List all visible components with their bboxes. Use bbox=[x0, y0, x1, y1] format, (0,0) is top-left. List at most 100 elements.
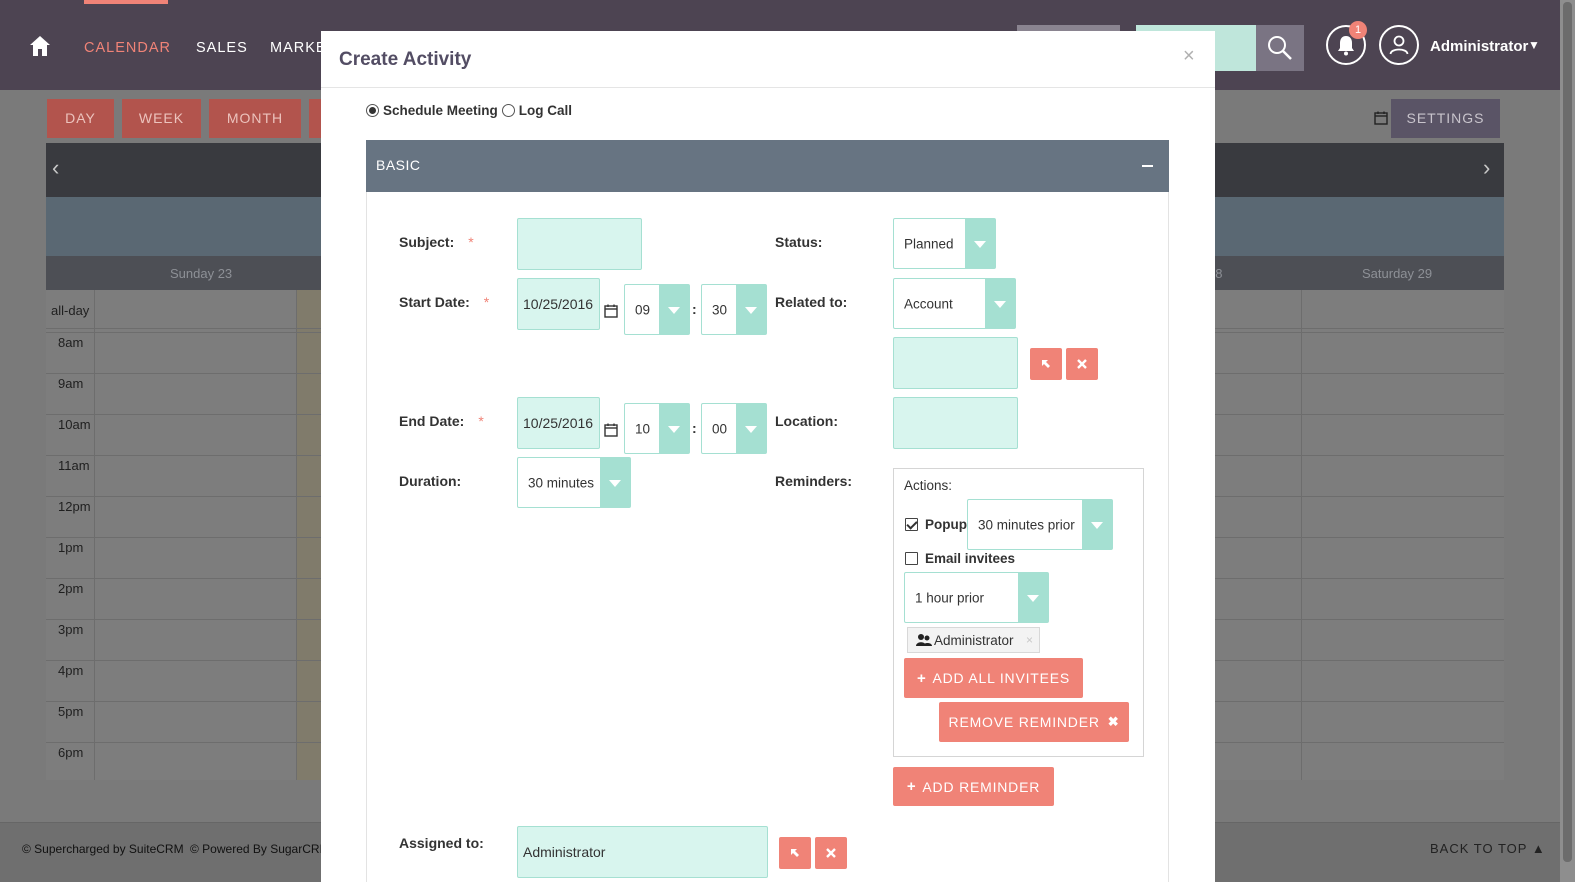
hour-label: 4pm bbox=[58, 663, 84, 678]
modal-divider bbox=[321, 87, 1215, 88]
chevron-down-icon bbox=[659, 285, 689, 334]
nav-marketing[interactable]: MARKE bbox=[270, 40, 327, 56]
plus-icon: + bbox=[916, 669, 927, 687]
end-date-label: End Date: * bbox=[399, 413, 484, 429]
email-timing-select[interactable]: 1 hour prior bbox=[904, 572, 1049, 623]
end-minute-select[interactable]: 00 bbox=[701, 403, 767, 454]
nav-sales[interactable]: SALES bbox=[196, 40, 248, 56]
close-icon bbox=[826, 848, 836, 858]
end-hour-select[interactable]: 10 bbox=[624, 403, 690, 454]
chevron-down-icon bbox=[1018, 573, 1048, 622]
add-reminder-button[interactable]: + ADD REMINDER bbox=[893, 767, 1054, 806]
clear-assigned-button[interactable] bbox=[815, 837, 847, 869]
chevron-down-icon bbox=[736, 285, 766, 334]
user-menu-name[interactable]: Administrator bbox=[1430, 38, 1529, 55]
duration-label: Duration: bbox=[399, 473, 462, 489]
related-name-input[interactable] bbox=[893, 337, 1018, 389]
view-shared-button[interactable] bbox=[309, 99, 321, 138]
reminder-box bbox=[893, 468, 1144, 757]
select-related-button[interactable] bbox=[1030, 348, 1062, 380]
footer-sugarcrm-link[interactable]: © Powered By SugarCRM bbox=[190, 842, 330, 856]
email-invitees-checkbox[interactable] bbox=[905, 552, 918, 565]
user-icon bbox=[1389, 35, 1409, 55]
duration-select[interactable]: 30 minutes bbox=[517, 457, 631, 508]
chevron-down-icon bbox=[736, 404, 766, 453]
collapse-icon[interactable] bbox=[1142, 165, 1153, 167]
reminders-label: Reminders: bbox=[775, 473, 853, 489]
start-hour-select[interactable]: 09 bbox=[624, 284, 690, 335]
create-activity-modal: Create Activity × Schedule Meeting Log C… bbox=[321, 31, 1215, 882]
clear-related-button[interactable] bbox=[1066, 348, 1098, 380]
close-icon[interactable]: × bbox=[1183, 45, 1195, 67]
start-date-label: Start Date: * bbox=[399, 294, 490, 310]
hour-label: 6pm bbox=[58, 745, 84, 760]
nav-calendar[interactable]: CALENDAR bbox=[84, 40, 171, 56]
home-icon[interactable] bbox=[28, 34, 52, 58]
calendar-icon[interactable] bbox=[604, 423, 618, 437]
chevron-down-icon bbox=[1082, 500, 1112, 549]
start-minute-select[interactable]: 30 bbox=[701, 284, 767, 335]
popup-checkbox[interactable] bbox=[905, 518, 918, 531]
prev-arrow-icon[interactable]: ‹ bbox=[52, 155, 60, 180]
time-separator: : bbox=[692, 301, 697, 317]
scrollbar-thumb[interactable] bbox=[1563, 2, 1572, 862]
location-input[interactable] bbox=[893, 397, 1018, 449]
allday-label: all-day bbox=[51, 303, 90, 318]
time-separator: : bbox=[692, 420, 697, 436]
create-button-bg[interactable] bbox=[1017, 25, 1120, 33]
search-button[interactable] bbox=[1256, 25, 1304, 71]
add-all-invitees-button[interactable]: + ADD ALL INVITEES bbox=[904, 658, 1083, 698]
chevron-down-icon[interactable]: ▼ bbox=[1528, 38, 1540, 52]
view-month-button[interactable]: MONTH bbox=[209, 99, 301, 138]
hour-label: 3pm bbox=[58, 622, 84, 637]
hour-label: 1pm bbox=[58, 540, 84, 555]
related-type-select[interactable]: Account bbox=[893, 278, 1016, 329]
invitee-name: Administrator bbox=[934, 632, 1014, 648]
hour-label: 10am bbox=[58, 417, 91, 432]
hour-label: 2pm bbox=[58, 581, 84, 596]
activity-type-radios: Schedule Meeting Log Call bbox=[366, 103, 576, 118]
start-date-input[interactable]: 10/25/2016 bbox=[517, 278, 600, 330]
popup-timing-select[interactable]: 30 minutes prior bbox=[967, 499, 1113, 550]
hour-label: 8am bbox=[58, 335, 84, 350]
basic-panel-header[interactable]: BASIC bbox=[366, 140, 1169, 192]
schedule-meeting-radio[interactable] bbox=[366, 104, 379, 117]
hour-label: 12pm bbox=[58, 499, 91, 514]
user-avatar[interactable] bbox=[1379, 25, 1419, 65]
popup-label: Popup bbox=[925, 517, 967, 532]
remove-invitee-icon[interactable]: × bbox=[1025, 633, 1033, 647]
chevron-down-icon bbox=[985, 279, 1015, 328]
hour-label: 11am bbox=[58, 458, 90, 473]
log-call-label[interactable]: Log Call bbox=[518, 103, 573, 118]
calendar-icon[interactable] bbox=[604, 304, 618, 318]
hour-label: 5pm bbox=[58, 704, 84, 719]
log-call-radio[interactable] bbox=[501, 104, 515, 117]
day-header: Sunday 23 bbox=[170, 266, 233, 281]
calendar-icon[interactable] bbox=[1374, 111, 1388, 125]
users-icon bbox=[916, 634, 932, 646]
location-label: Location: bbox=[775, 413, 838, 429]
select-assigned-button[interactable] bbox=[779, 837, 811, 869]
search-icon bbox=[1268, 36, 1292, 60]
assigned-to-label: Assigned to: bbox=[399, 835, 484, 851]
related-to-label: Related to: bbox=[775, 294, 848, 310]
schedule-meeting-label[interactable]: Schedule Meeting bbox=[383, 103, 498, 118]
view-day-button[interactable]: DAY bbox=[47, 99, 114, 138]
end-date-input[interactable]: 10/25/2016 bbox=[517, 397, 600, 449]
subject-input[interactable] bbox=[517, 218, 642, 270]
plus-icon: + bbox=[906, 778, 917, 795]
remove-reminder-button[interactable]: REMOVE REMINDER ✖ bbox=[939, 702, 1129, 742]
footer-suitecrm-link[interactable]: © Supercharged by SuiteCRM bbox=[22, 842, 184, 856]
page-scrollbar[interactable] bbox=[1560, 0, 1575, 882]
next-arrow-icon[interactable]: › bbox=[1483, 155, 1491, 180]
today-column bbox=[296, 290, 322, 780]
assigned-to-input[interactable]: Administrator bbox=[517, 826, 768, 878]
view-week-button[interactable]: WEEK bbox=[122, 99, 201, 138]
back-to-top-link[interactable]: BACK TO TOP ▲ bbox=[1430, 841, 1546, 856]
notifications-button[interactable] bbox=[1326, 25, 1366, 65]
arrow-select-icon bbox=[1042, 360, 1050, 368]
subject-label: Subject: * bbox=[399, 234, 474, 250]
status-select[interactable]: Planned bbox=[893, 218, 996, 269]
settings-button[interactable]: SETTINGS bbox=[1391, 99, 1500, 138]
close-icon: ✖ bbox=[1107, 714, 1120, 729]
